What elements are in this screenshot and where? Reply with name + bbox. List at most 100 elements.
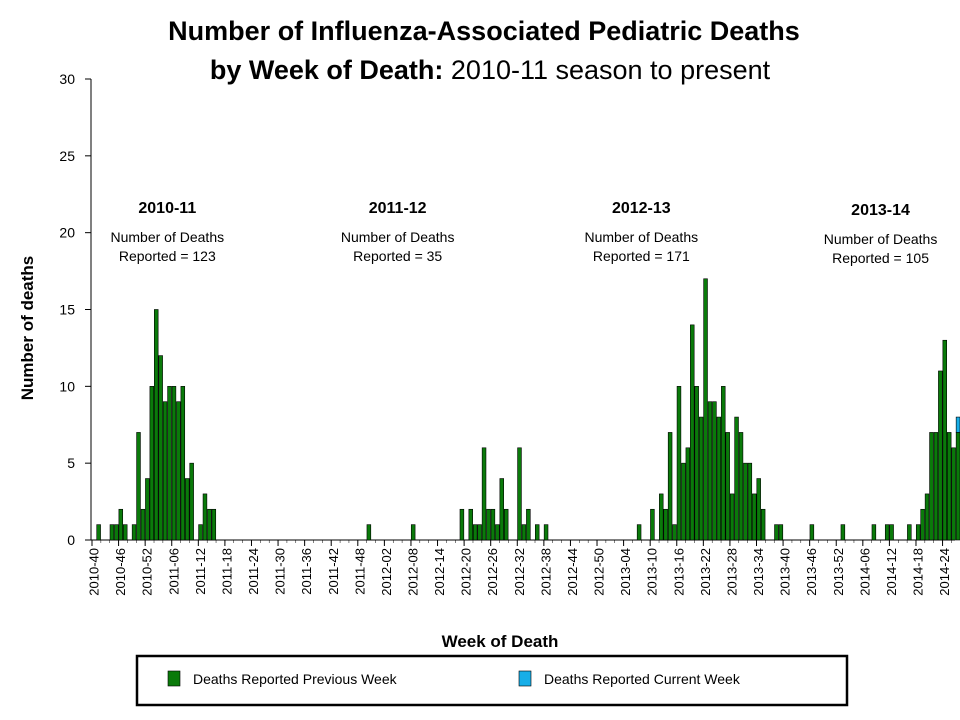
legend-label-current: Deaths Reported Current Week xyxy=(544,671,741,687)
x-tick-label: 2011-30 xyxy=(273,548,288,595)
bar-previous-week xyxy=(712,401,717,541)
bar-previous-week xyxy=(366,524,372,541)
x-tick-label: 2010-52 xyxy=(140,548,155,596)
bar-previous-week xyxy=(114,524,119,541)
annotation-line2: Reported = 35 xyxy=(353,248,442,264)
bar-previous-week xyxy=(703,278,708,541)
bar-previous-week xyxy=(650,508,655,541)
x-tick-label: 2011-36 xyxy=(299,548,314,595)
bar-previous-week xyxy=(109,524,115,541)
annotation-line1: Number of Deaths xyxy=(824,231,938,247)
bar-previous-week xyxy=(486,508,491,541)
bar-previous-week xyxy=(136,432,141,541)
title-line-2: by Week of Death: 2010-11 season to pres… xyxy=(210,55,771,85)
bar-previous-week xyxy=(920,508,925,541)
x-tick-label: 2013-10 xyxy=(645,548,660,596)
bar-previous-week xyxy=(495,524,500,541)
season-annotations: 2010-11 Number of Deaths Reported = 123 201… xyxy=(111,200,938,266)
x-tick-label: 2013-40 xyxy=(778,548,793,596)
x-tick-label: 2013-34 xyxy=(751,548,766,596)
bar-previous-week xyxy=(760,508,766,541)
annotation-line2: Reported = 123 xyxy=(119,248,216,264)
bar-previous-week xyxy=(915,524,921,541)
x-tick-label: 2011-48 xyxy=(352,548,367,595)
title-line-2-normal: 2010-11 season to present xyxy=(443,55,770,85)
bar-previous-week xyxy=(676,386,682,541)
bar-previous-week xyxy=(517,447,522,541)
y-axis-label: Number of deaths xyxy=(18,256,37,401)
x-tick-label: 2013-46 xyxy=(804,548,819,596)
bar-previous-week xyxy=(938,370,943,541)
x-tick-label: 2012-14 xyxy=(432,548,447,596)
annotation-line1: Number of Deaths xyxy=(341,229,455,245)
annotation-season: 2012-13 xyxy=(612,200,671,217)
bar-previous-week xyxy=(659,493,664,541)
annotation-line2: Reported = 171 xyxy=(593,248,690,264)
bar-previous-week xyxy=(202,493,208,541)
y-tick-label: 25 xyxy=(59,148,75,164)
bar-current-week xyxy=(955,416,960,433)
bar-previous-week xyxy=(738,432,744,541)
x-axis-label: Week of Death xyxy=(442,632,559,651)
annotation-season: 2013-14 xyxy=(851,202,910,219)
x-tick-label: 2012-20 xyxy=(459,548,474,596)
y-tick-label: 0 xyxy=(67,532,75,548)
y-tick-label: 10 xyxy=(59,378,75,394)
x-tick-label: 2012-44 xyxy=(565,548,580,596)
x-tick-label: 2012-26 xyxy=(485,548,500,596)
x-tick-label: 2014-06 xyxy=(857,548,872,596)
y-tick-label: 30 xyxy=(59,71,75,87)
x-tick-label: 2012-38 xyxy=(538,548,553,596)
annotation-season: 2011-12 xyxy=(369,200,427,217)
x-tick-label: 2014-18 xyxy=(911,548,926,596)
x-tick-label: 2013-04 xyxy=(618,548,633,596)
bar-previous-week xyxy=(685,447,691,541)
x-tick-label: 2013-28 xyxy=(724,548,739,596)
axes: 0 5 10 15 20 25 30 2010-40 2010-46 2010-52 2011-06… xyxy=(59,71,955,596)
bar-previous-week xyxy=(716,416,722,541)
title-line-2-bold: by Week of Death: xyxy=(210,55,444,85)
bar-previous-week xyxy=(158,355,163,541)
bar-previous-week xyxy=(472,524,478,541)
bar-previous-week xyxy=(663,508,668,541)
legend-swatch-current xyxy=(518,670,532,687)
bar-previous-week xyxy=(752,493,757,541)
title-line-1: Number of Influenza-Associated Pediatric… xyxy=(168,16,800,46)
x-tick-label: 2013-16 xyxy=(671,548,686,596)
bar-previous-week xyxy=(167,386,172,541)
annotation-line1: Number of Deaths xyxy=(111,229,225,245)
x-tick-label: 2011-18 xyxy=(219,548,234,595)
bar-previous-week xyxy=(636,524,642,541)
bar-previous-week xyxy=(707,401,713,541)
bar-previous-week xyxy=(871,524,877,541)
bar-previous-week xyxy=(526,508,531,541)
bar-previous-week xyxy=(145,478,150,541)
x-tick-label: 2013-52 xyxy=(831,548,846,596)
bar-previous-week xyxy=(734,416,739,541)
y-tick-label: 20 xyxy=(59,225,75,241)
bar-previous-week xyxy=(481,447,487,541)
bars xyxy=(96,278,960,541)
bar-previous-week xyxy=(180,386,186,541)
bar-previous-week xyxy=(809,524,815,541)
bar-previous-week xyxy=(131,524,137,541)
bar-previous-week xyxy=(140,508,146,541)
x-tick-label: 2014-12 xyxy=(884,548,899,596)
bar-previous-week xyxy=(933,432,939,541)
bar-previous-week xyxy=(743,462,748,541)
bar-previous-week xyxy=(946,432,952,541)
bar-previous-week xyxy=(667,432,673,541)
bar-previous-week xyxy=(521,524,527,541)
legend: Deaths Reported Previous Week Deaths Rep… xyxy=(135,654,849,707)
annotation-line2: Reported = 105 xyxy=(832,250,929,266)
x-tick-label: 2013-22 xyxy=(698,548,713,596)
bar-previous-week xyxy=(681,462,686,541)
bar-previous-week xyxy=(477,524,482,541)
chart-title: Number of Influenza-Associated Pediatric… xyxy=(168,16,800,85)
x-tick-label: 2012-02 xyxy=(379,548,394,596)
bar-previous-week xyxy=(459,508,465,541)
bar-previous-week xyxy=(690,324,695,541)
bar-previous-week xyxy=(468,508,473,541)
bar-previous-week xyxy=(162,401,168,541)
